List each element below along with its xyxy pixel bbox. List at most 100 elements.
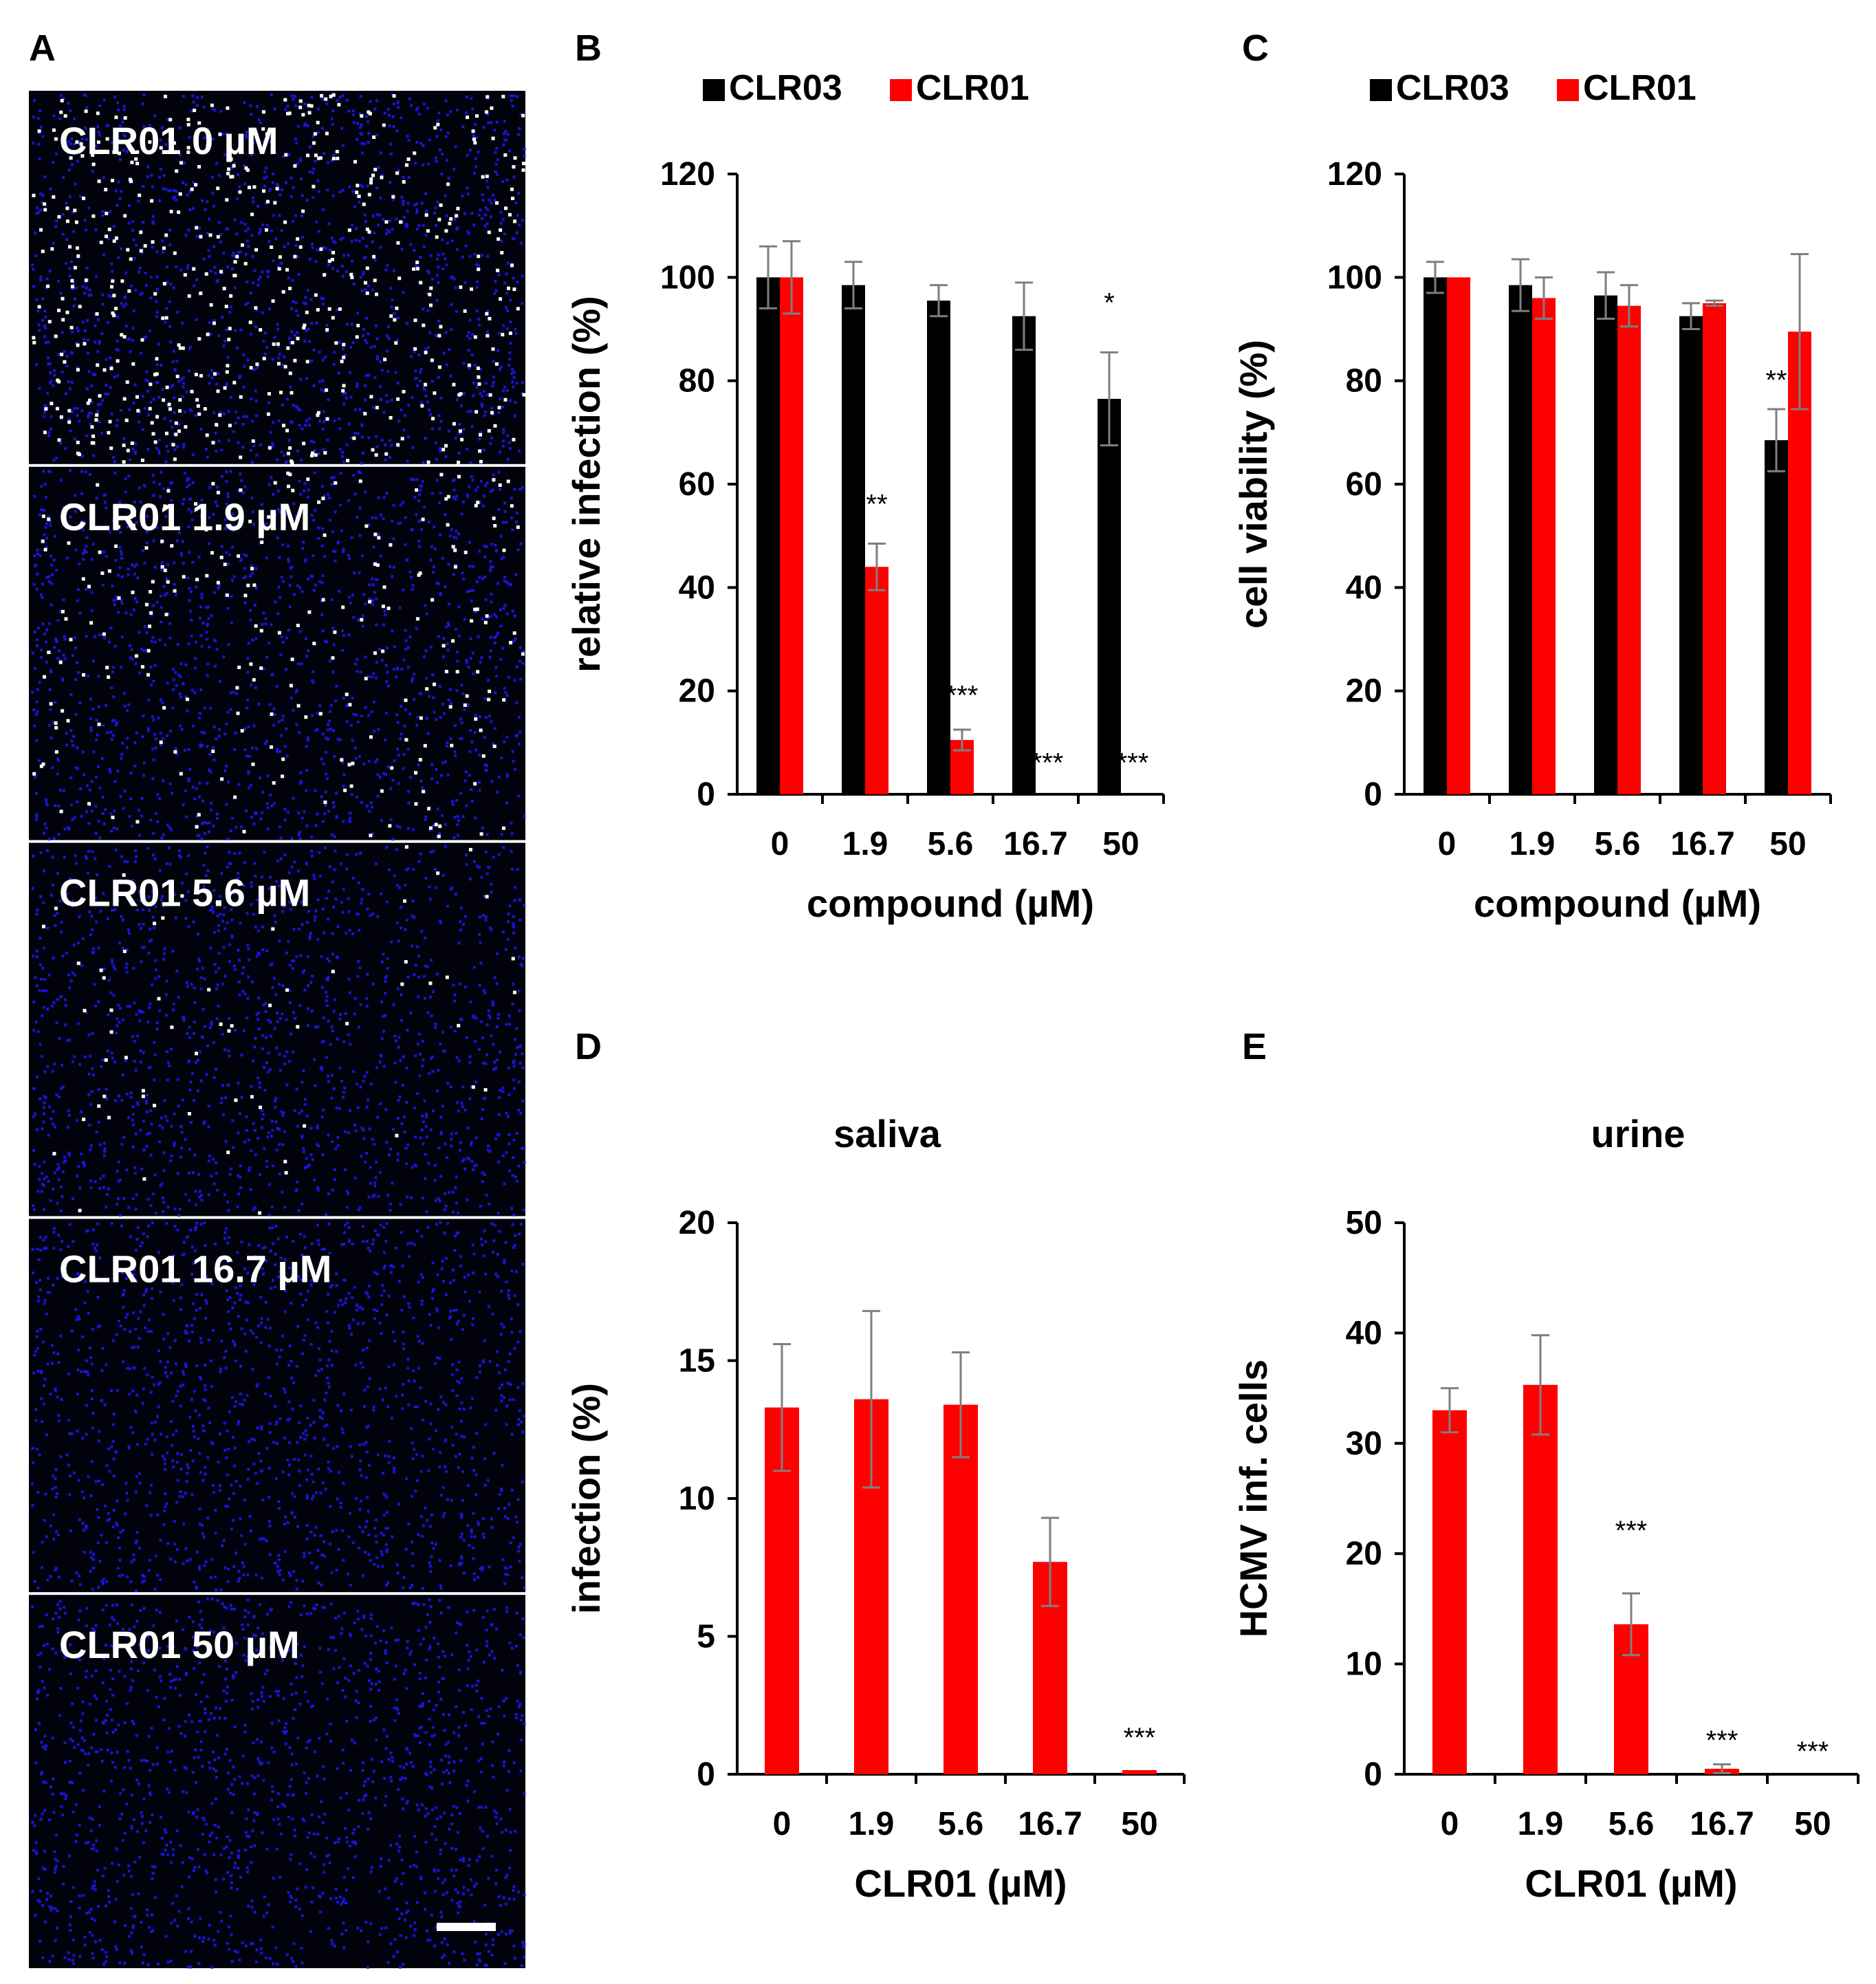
legend-label-clr03: CLR03 xyxy=(1396,68,1509,108)
significance-marker: *** xyxy=(1615,1516,1648,1546)
bar-clr03-1.9 xyxy=(1509,285,1532,794)
legend-label-clr01: CLR01 xyxy=(1583,68,1697,108)
chart-panel-c: 0 20 40 60 80 100 120 0 1.9 5.6 16.7 50 ** compound (… xyxy=(1232,68,1832,925)
chart-title: urine xyxy=(1591,1112,1686,1155)
significance-marker: *** xyxy=(1032,748,1064,778)
x-tick-label: 16.7 xyxy=(1670,826,1734,862)
bar-clr01-0 xyxy=(1447,277,1470,794)
panel-letter-d: D xyxy=(575,1026,602,1067)
bar-clr01-1.9 xyxy=(865,567,888,794)
y-tick-label: 40 xyxy=(1346,1315,1382,1351)
panel-letter-b: B xyxy=(575,28,602,69)
chart-title: saliva xyxy=(833,1112,941,1155)
bar-clr01-5.6 xyxy=(944,1404,978,1774)
y-tick-label: 80 xyxy=(1346,363,1382,400)
significance-marker: ** xyxy=(866,490,887,520)
y-tick-label: 40 xyxy=(679,569,715,606)
y-tick-label: 120 xyxy=(1327,156,1382,193)
bar-clr01-1.9 xyxy=(1523,1384,1558,1774)
bar-clr03-5.6 xyxy=(1594,295,1617,794)
y-tick-label: 5 xyxy=(697,1619,715,1655)
micrograph-caption: CLR01 16.7 µM xyxy=(59,1247,331,1290)
bar-clr03-1.9 xyxy=(842,285,865,794)
micrograph: CLR01 0 µM xyxy=(29,91,526,465)
chart-panel-d: 0 5 10 15 20 0 1.9 5.6 16.7 50 *** CLR01 (µM) infect… xyxy=(565,1112,1186,1905)
scale-bar xyxy=(437,1923,496,1931)
y-tick-label: 0 xyxy=(697,1756,715,1793)
significance-marker: *** xyxy=(946,681,979,711)
bar-clr01-5.6 xyxy=(1617,305,1641,794)
significance-marker: *** xyxy=(1124,1723,1156,1753)
micrograph-caption: CLR01 5.6 µM xyxy=(59,871,310,915)
bar-clr03-16.7 xyxy=(1012,316,1036,794)
y-tick-label: 40 xyxy=(1346,569,1382,606)
bar-clr01-0 xyxy=(1432,1410,1467,1774)
legend-swatch-clr03 xyxy=(703,79,725,101)
y-tick-label: 100 xyxy=(1327,259,1382,296)
y-tick-label: 20 xyxy=(1346,1536,1382,1572)
y-tick-label: 50 xyxy=(1346,1205,1382,1241)
y-tick-label: 20 xyxy=(679,673,715,710)
x-tick-label: 5.6 xyxy=(1595,826,1641,862)
micrograph-background xyxy=(29,466,525,840)
y-tick-label: 10 xyxy=(1346,1646,1382,1683)
x-axis-label: compound (µM) xyxy=(1474,882,1761,925)
y-axis-label: HCMV inf. cells xyxy=(1232,1360,1275,1638)
x-tick-label: 1.9 xyxy=(1509,826,1556,862)
y-tick-label: 20 xyxy=(679,1205,715,1241)
significance-marker: ** xyxy=(1765,365,1787,395)
y-tick-label: 15 xyxy=(679,1343,715,1380)
x-tick-label: 5.6 xyxy=(938,1806,984,1842)
panel-letter-a: A xyxy=(29,28,56,69)
legend-label-clr01: CLR01 xyxy=(916,68,1029,108)
x-tick-label: 0 xyxy=(771,826,789,862)
x-tick-label: 1.9 xyxy=(849,1806,895,1842)
x-tick-label: 50 xyxy=(1769,826,1806,862)
x-tick-label: 16.7 xyxy=(1003,826,1067,862)
x-tick-label: 1.9 xyxy=(842,826,888,862)
micrograph-caption: CLR01 1.9 µM xyxy=(59,495,310,538)
bar-clr01-50 xyxy=(1122,1769,1157,1774)
x-tick-label: 16.7 xyxy=(1018,1806,1082,1842)
x-tick-label: 16.7 xyxy=(1690,1806,1754,1842)
bar-clr03-16.7 xyxy=(1679,316,1703,794)
y-tick-label: 120 xyxy=(660,156,715,193)
y-tick-label: 60 xyxy=(1346,466,1382,503)
bar-clr01-0 xyxy=(780,277,803,794)
legend-swatch-clr01 xyxy=(1557,79,1579,101)
x-tick-label: 5.6 xyxy=(928,826,974,862)
y-axis-label: infection (%) xyxy=(565,1383,608,1614)
bar-clr03-0 xyxy=(1424,277,1447,794)
legend-swatch-clr03 xyxy=(1370,79,1392,101)
bar-clr03-5.6 xyxy=(927,301,950,794)
y-tick-label: 60 xyxy=(679,466,715,503)
micrograph-background xyxy=(29,842,525,1217)
chart-panel-e: 0 10 20 30 40 50 0 1.9 5.6 16.7 50 *** *** *** CLR01 (… xyxy=(1232,1112,1859,1905)
panel-letter-e: E xyxy=(1242,1026,1267,1067)
x-tick-label: 50 xyxy=(1794,1806,1831,1842)
significance-marker: * xyxy=(1104,287,1115,318)
bar-clr01-1.9 xyxy=(1532,298,1556,794)
bar-clr01-16.7 xyxy=(1703,303,1726,795)
x-axis-label: compound (µM) xyxy=(807,882,1094,925)
x-tick-label: 0 xyxy=(1438,826,1457,862)
bar-clr03-50 xyxy=(1765,440,1788,794)
micrograph: CLR01 16.7 µM xyxy=(29,1219,526,1593)
micrograph: CLR01 50 µM xyxy=(29,1595,526,1969)
y-tick-label: 0 xyxy=(1364,1756,1382,1793)
y-tick-label: 30 xyxy=(1346,1426,1382,1462)
y-tick-label: 100 xyxy=(660,259,715,296)
y-tick-label: 10 xyxy=(679,1481,715,1517)
nuclei-stain xyxy=(31,469,526,841)
micrograph-caption: CLR01 0 µM xyxy=(59,119,279,162)
y-tick-label: 0 xyxy=(1364,776,1382,813)
legend-swatch-clr01 xyxy=(890,79,912,101)
nuclei-stain xyxy=(31,844,526,1217)
y-tick-label: 80 xyxy=(679,363,715,400)
x-tick-label: 1.9 xyxy=(1518,1806,1564,1842)
x-tick-label: 0 xyxy=(1441,1806,1459,1842)
bar-clr03-50 xyxy=(1098,398,1121,794)
significance-marker: *** xyxy=(1117,748,1149,778)
